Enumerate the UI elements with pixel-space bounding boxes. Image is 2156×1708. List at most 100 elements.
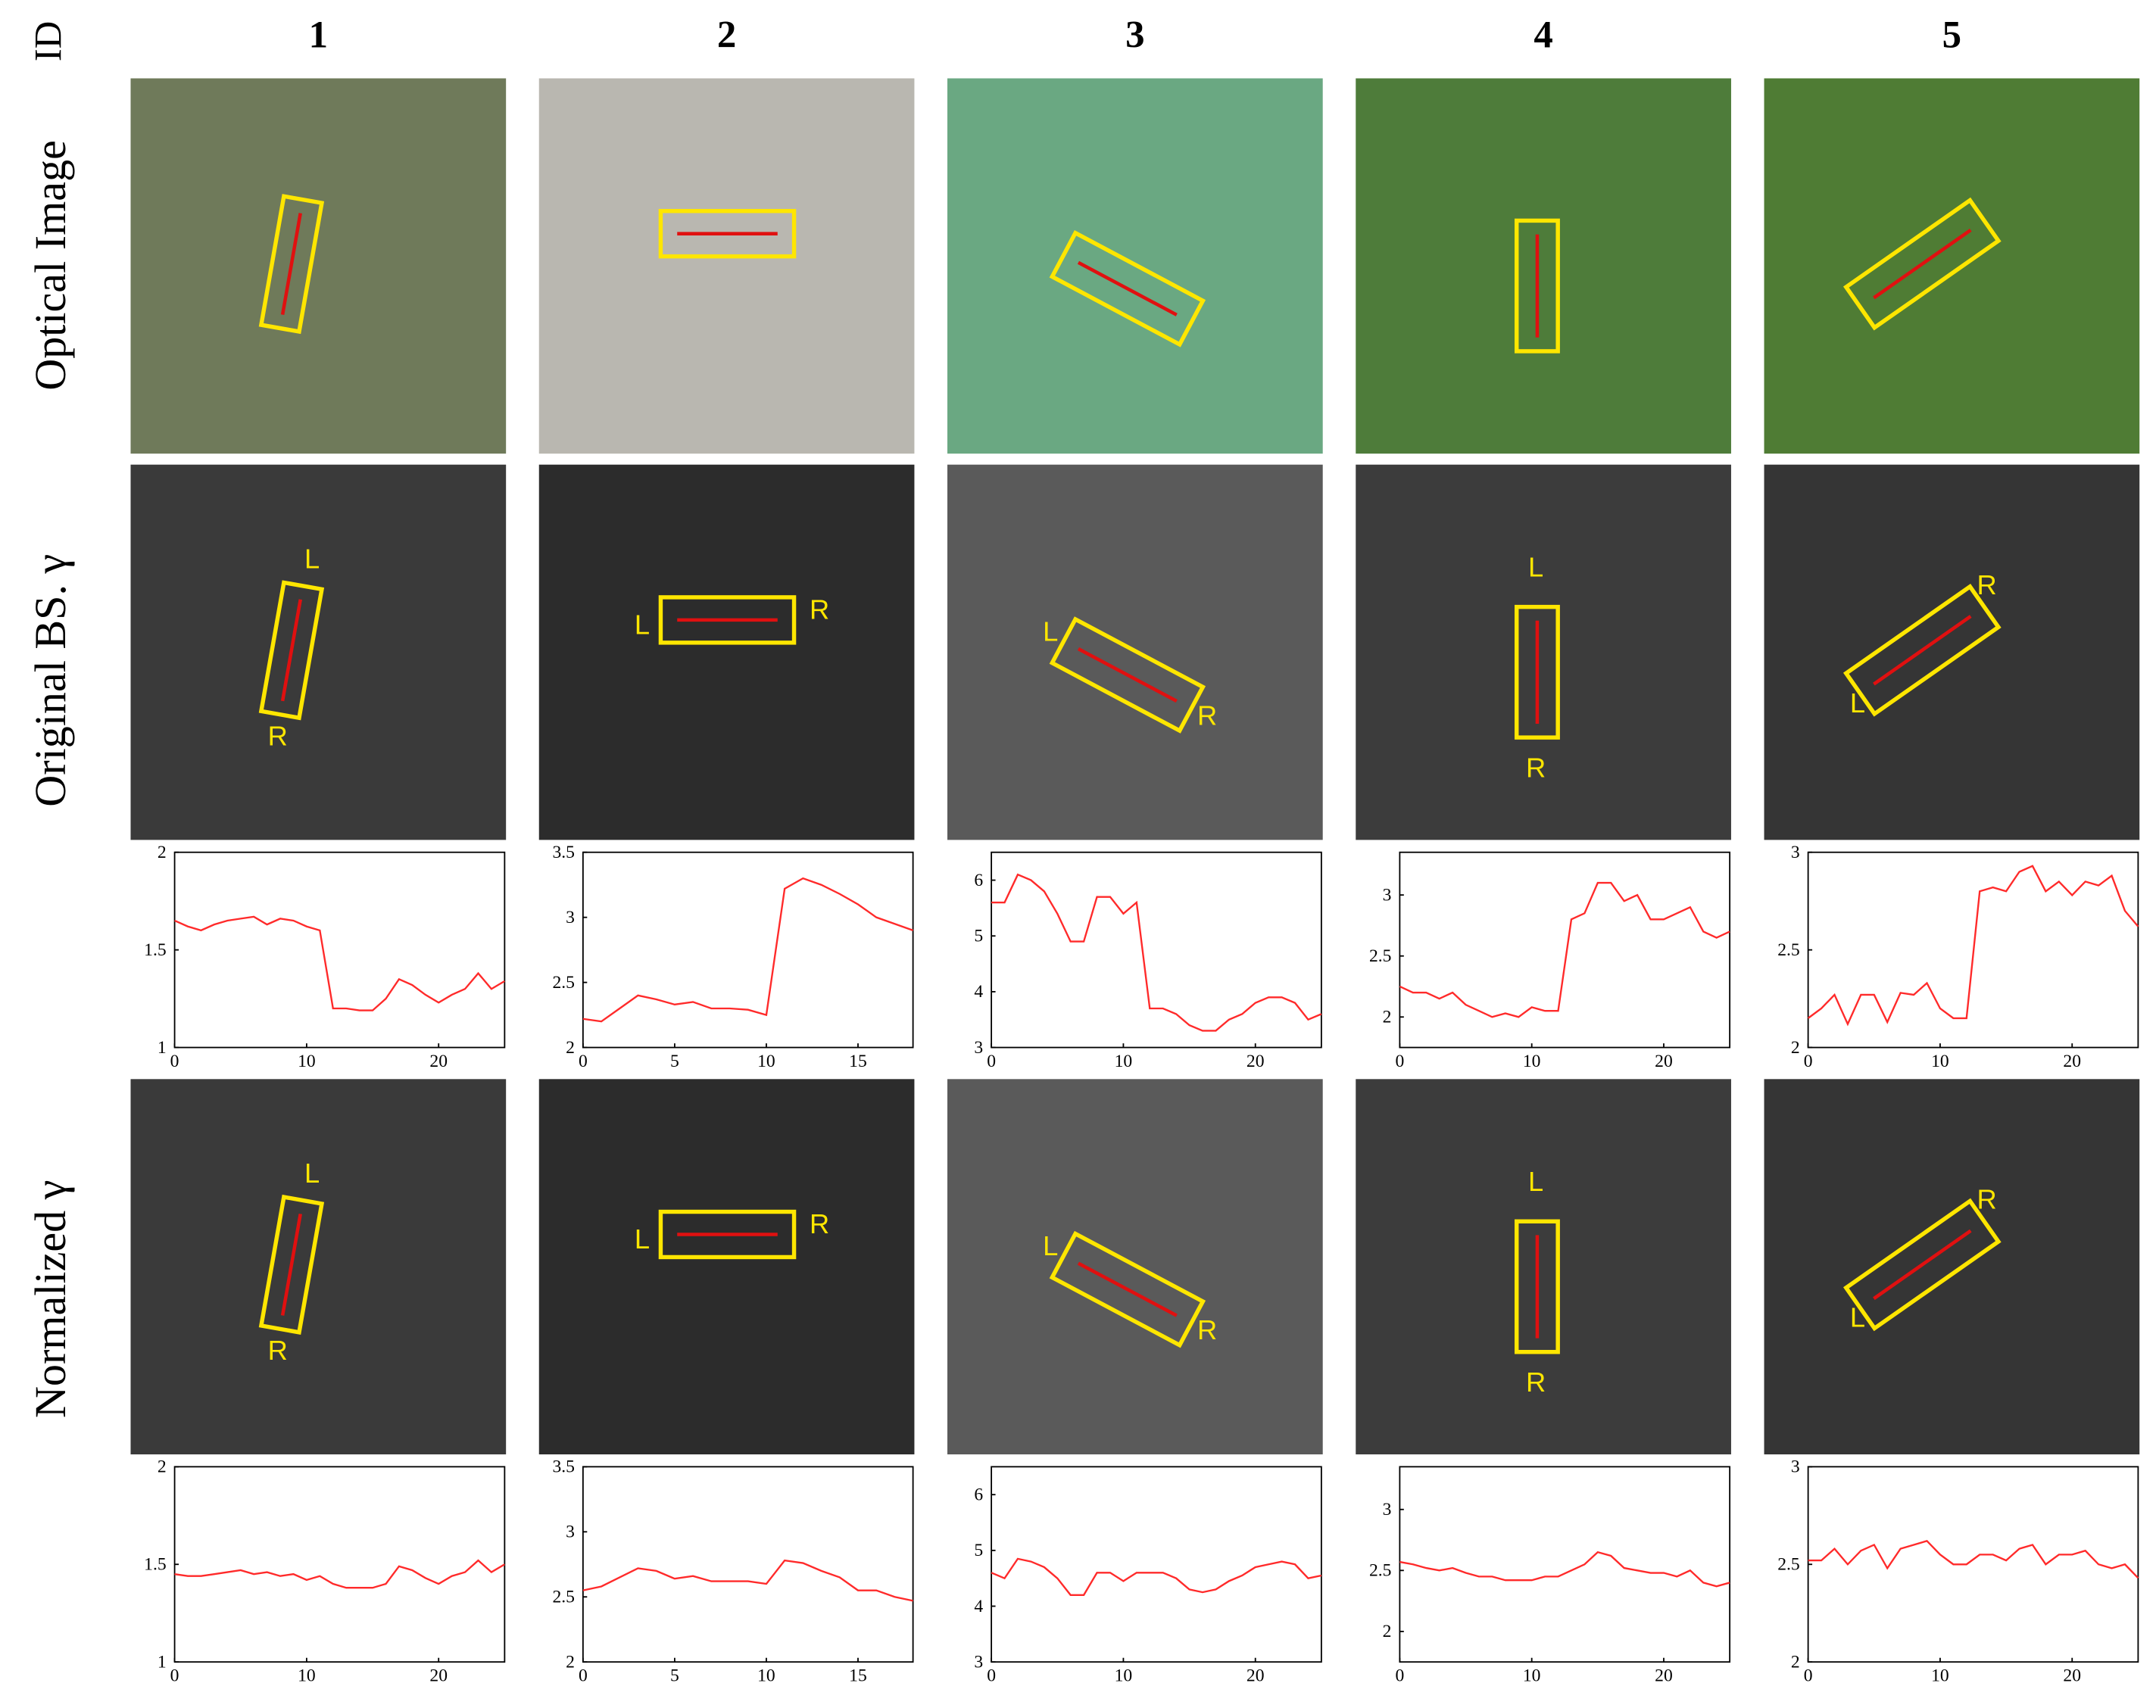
y-tick-label: 2.5 xyxy=(552,1587,574,1607)
y-tick-label: 6 xyxy=(974,1485,983,1504)
y-tick-label: 2.5 xyxy=(1777,940,1799,960)
roi-box xyxy=(258,1194,325,1335)
y-tick-label: 2 xyxy=(1383,1008,1392,1027)
box-label: R xyxy=(1197,700,1217,731)
y-tick-label: 6 xyxy=(974,871,983,890)
column-id: 1 xyxy=(309,14,328,56)
plot-frame xyxy=(1399,1466,1731,1663)
roi xyxy=(258,580,325,721)
plot-frame xyxy=(991,851,1322,1049)
x-tick-label: 10 xyxy=(298,1052,316,1071)
profile-curve xyxy=(991,1557,1322,1596)
row-label: Original BS. γ xyxy=(26,554,75,807)
roi xyxy=(1049,1230,1206,1348)
profile-curve xyxy=(1808,1539,2139,1579)
x-tick-label: 20 xyxy=(1655,1052,1673,1071)
x-tick-label: 20 xyxy=(1246,1052,1265,1071)
box-label: L xyxy=(304,1158,320,1189)
column-id: 2 xyxy=(717,14,736,56)
roi xyxy=(1514,218,1560,354)
profile-line xyxy=(1873,615,1972,686)
x-tick-label: 10 xyxy=(1523,1666,1541,1686)
box-label: L xyxy=(1043,1230,1058,1261)
roi-box xyxy=(1514,1219,1560,1354)
y-tick-label: 3.5 xyxy=(552,1457,574,1477)
y-tick-label: 3 xyxy=(974,1652,983,1672)
column-id: 5 xyxy=(1942,14,1961,56)
roi-box xyxy=(1842,583,2002,717)
box-label: R xyxy=(810,1208,829,1239)
image xyxy=(1356,78,1731,454)
row-label: Optical Image xyxy=(26,140,75,391)
roi xyxy=(658,1209,797,1260)
profile-line xyxy=(1873,228,1972,300)
profile-curve xyxy=(174,915,505,1011)
y-tick-label: 2.5 xyxy=(552,973,574,993)
roi-box xyxy=(658,208,797,259)
x-tick-label: 0 xyxy=(579,1666,588,1686)
image xyxy=(1764,464,2140,840)
image xyxy=(1356,464,1731,840)
y-tick-label: 4 xyxy=(974,1597,983,1616)
row-label: Normalized γ xyxy=(26,1180,75,1418)
roi-box xyxy=(1049,230,1206,348)
x-tick-label: 10 xyxy=(298,1666,316,1686)
x-tick-label: 10 xyxy=(1115,1666,1133,1686)
y-tick-label: 2 xyxy=(158,1457,167,1477)
x-tick-label: 10 xyxy=(1115,1052,1133,1071)
profile-line xyxy=(280,599,302,702)
x-tick-label: 0 xyxy=(1804,1052,1813,1071)
roi-box xyxy=(1842,197,2002,331)
x-tick-label: 20 xyxy=(2063,1666,2081,1686)
roi xyxy=(258,1194,325,1335)
roi xyxy=(1842,1198,2002,1332)
profile-curve xyxy=(1399,1551,1730,1588)
box-label: L xyxy=(304,543,320,574)
image xyxy=(1764,78,2140,454)
box-label: L xyxy=(1850,687,1865,718)
box-label: L xyxy=(1850,1302,1865,1333)
column-id: 3 xyxy=(1125,14,1144,56)
roi-box xyxy=(258,194,325,335)
roi-box xyxy=(1842,1198,2002,1332)
roi xyxy=(658,595,797,645)
roi-box xyxy=(1049,1230,1206,1348)
y-tick-label: 2 xyxy=(158,843,167,862)
roi-box xyxy=(658,1209,797,1260)
profile-line xyxy=(280,1213,302,1316)
x-tick-label: 10 xyxy=(757,1666,775,1686)
profile-curve xyxy=(991,873,1322,1032)
x-tick-label: 15 xyxy=(849,1052,867,1071)
x-tick-label: 5 xyxy=(670,1666,679,1686)
y-tick-label: 3 xyxy=(1383,885,1392,905)
box-label: R xyxy=(268,1335,288,1366)
x-tick-label: 0 xyxy=(1804,1666,1813,1686)
y-tick-label: 4 xyxy=(974,982,983,1002)
x-tick-label: 10 xyxy=(1931,1666,1949,1686)
column-id: 4 xyxy=(1534,14,1552,56)
profile-curve xyxy=(1399,881,1730,1018)
y-tick-label: 2.5 xyxy=(1369,946,1392,966)
y-tick-label: 2 xyxy=(566,1038,575,1058)
y-tick-label: 1.5 xyxy=(144,940,166,960)
x-tick-label: 20 xyxy=(429,1052,448,1071)
id-label: ID xyxy=(27,21,70,62)
box-label: R xyxy=(268,721,288,752)
box-label: L xyxy=(1528,1166,1543,1197)
box-label: L xyxy=(1528,551,1543,582)
box-label: R xyxy=(1526,1367,1546,1398)
y-tick-label: 5 xyxy=(974,1541,983,1560)
profile-curve xyxy=(582,877,914,1023)
roi xyxy=(1514,604,1560,740)
box-label: R xyxy=(1977,1184,1997,1215)
roi-box xyxy=(1514,604,1560,740)
x-tick-label: 10 xyxy=(757,1052,775,1071)
y-tick-label: 3 xyxy=(1383,1500,1392,1519)
x-tick-label: 0 xyxy=(987,1052,996,1071)
box-label: R xyxy=(1197,1314,1217,1345)
roi xyxy=(1842,197,2002,331)
y-tick-label: 3 xyxy=(1791,843,1800,862)
roi-box xyxy=(258,580,325,721)
roi xyxy=(258,194,325,335)
